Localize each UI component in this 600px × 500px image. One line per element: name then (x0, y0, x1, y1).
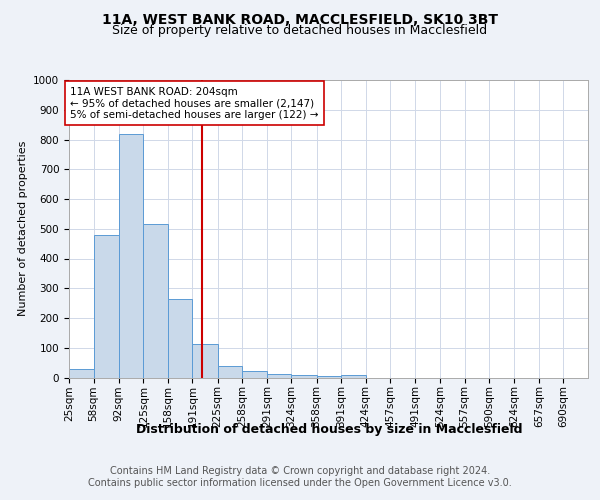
Text: 11A, WEST BANK ROAD, MACCLESFIELD, SK10 3BT: 11A, WEST BANK ROAD, MACCLESFIELD, SK10 … (102, 12, 498, 26)
Bar (143, 224, 168, 378)
Text: Distribution of detached houses by size in Macclesfield: Distribution of detached houses by size … (136, 422, 522, 436)
Bar (218, 366, 242, 378)
Bar (267, 374, 292, 378)
Bar (94, 234, 119, 378)
Bar (69, 368, 94, 378)
Y-axis label: Number of detached properties: Number of detached properties (17, 141, 28, 316)
Text: Contains HM Land Registry data © Crown copyright and database right 2024.
Contai: Contains HM Land Registry data © Crown c… (88, 466, 512, 487)
Bar (292, 375, 317, 378)
Text: 11A WEST BANK ROAD: 204sqm
← 95% of detached houses are smaller (2,147)
5% of se: 11A WEST BANK ROAD: 204sqm ← 95% of deta… (70, 86, 319, 120)
Bar (242, 371, 267, 378)
Bar (168, 298, 193, 378)
Text: Size of property relative to detached houses in Macclesfield: Size of property relative to detached ho… (112, 24, 488, 37)
Bar (119, 134, 143, 378)
Bar (193, 344, 218, 378)
Bar (341, 374, 365, 378)
Bar (317, 376, 341, 378)
